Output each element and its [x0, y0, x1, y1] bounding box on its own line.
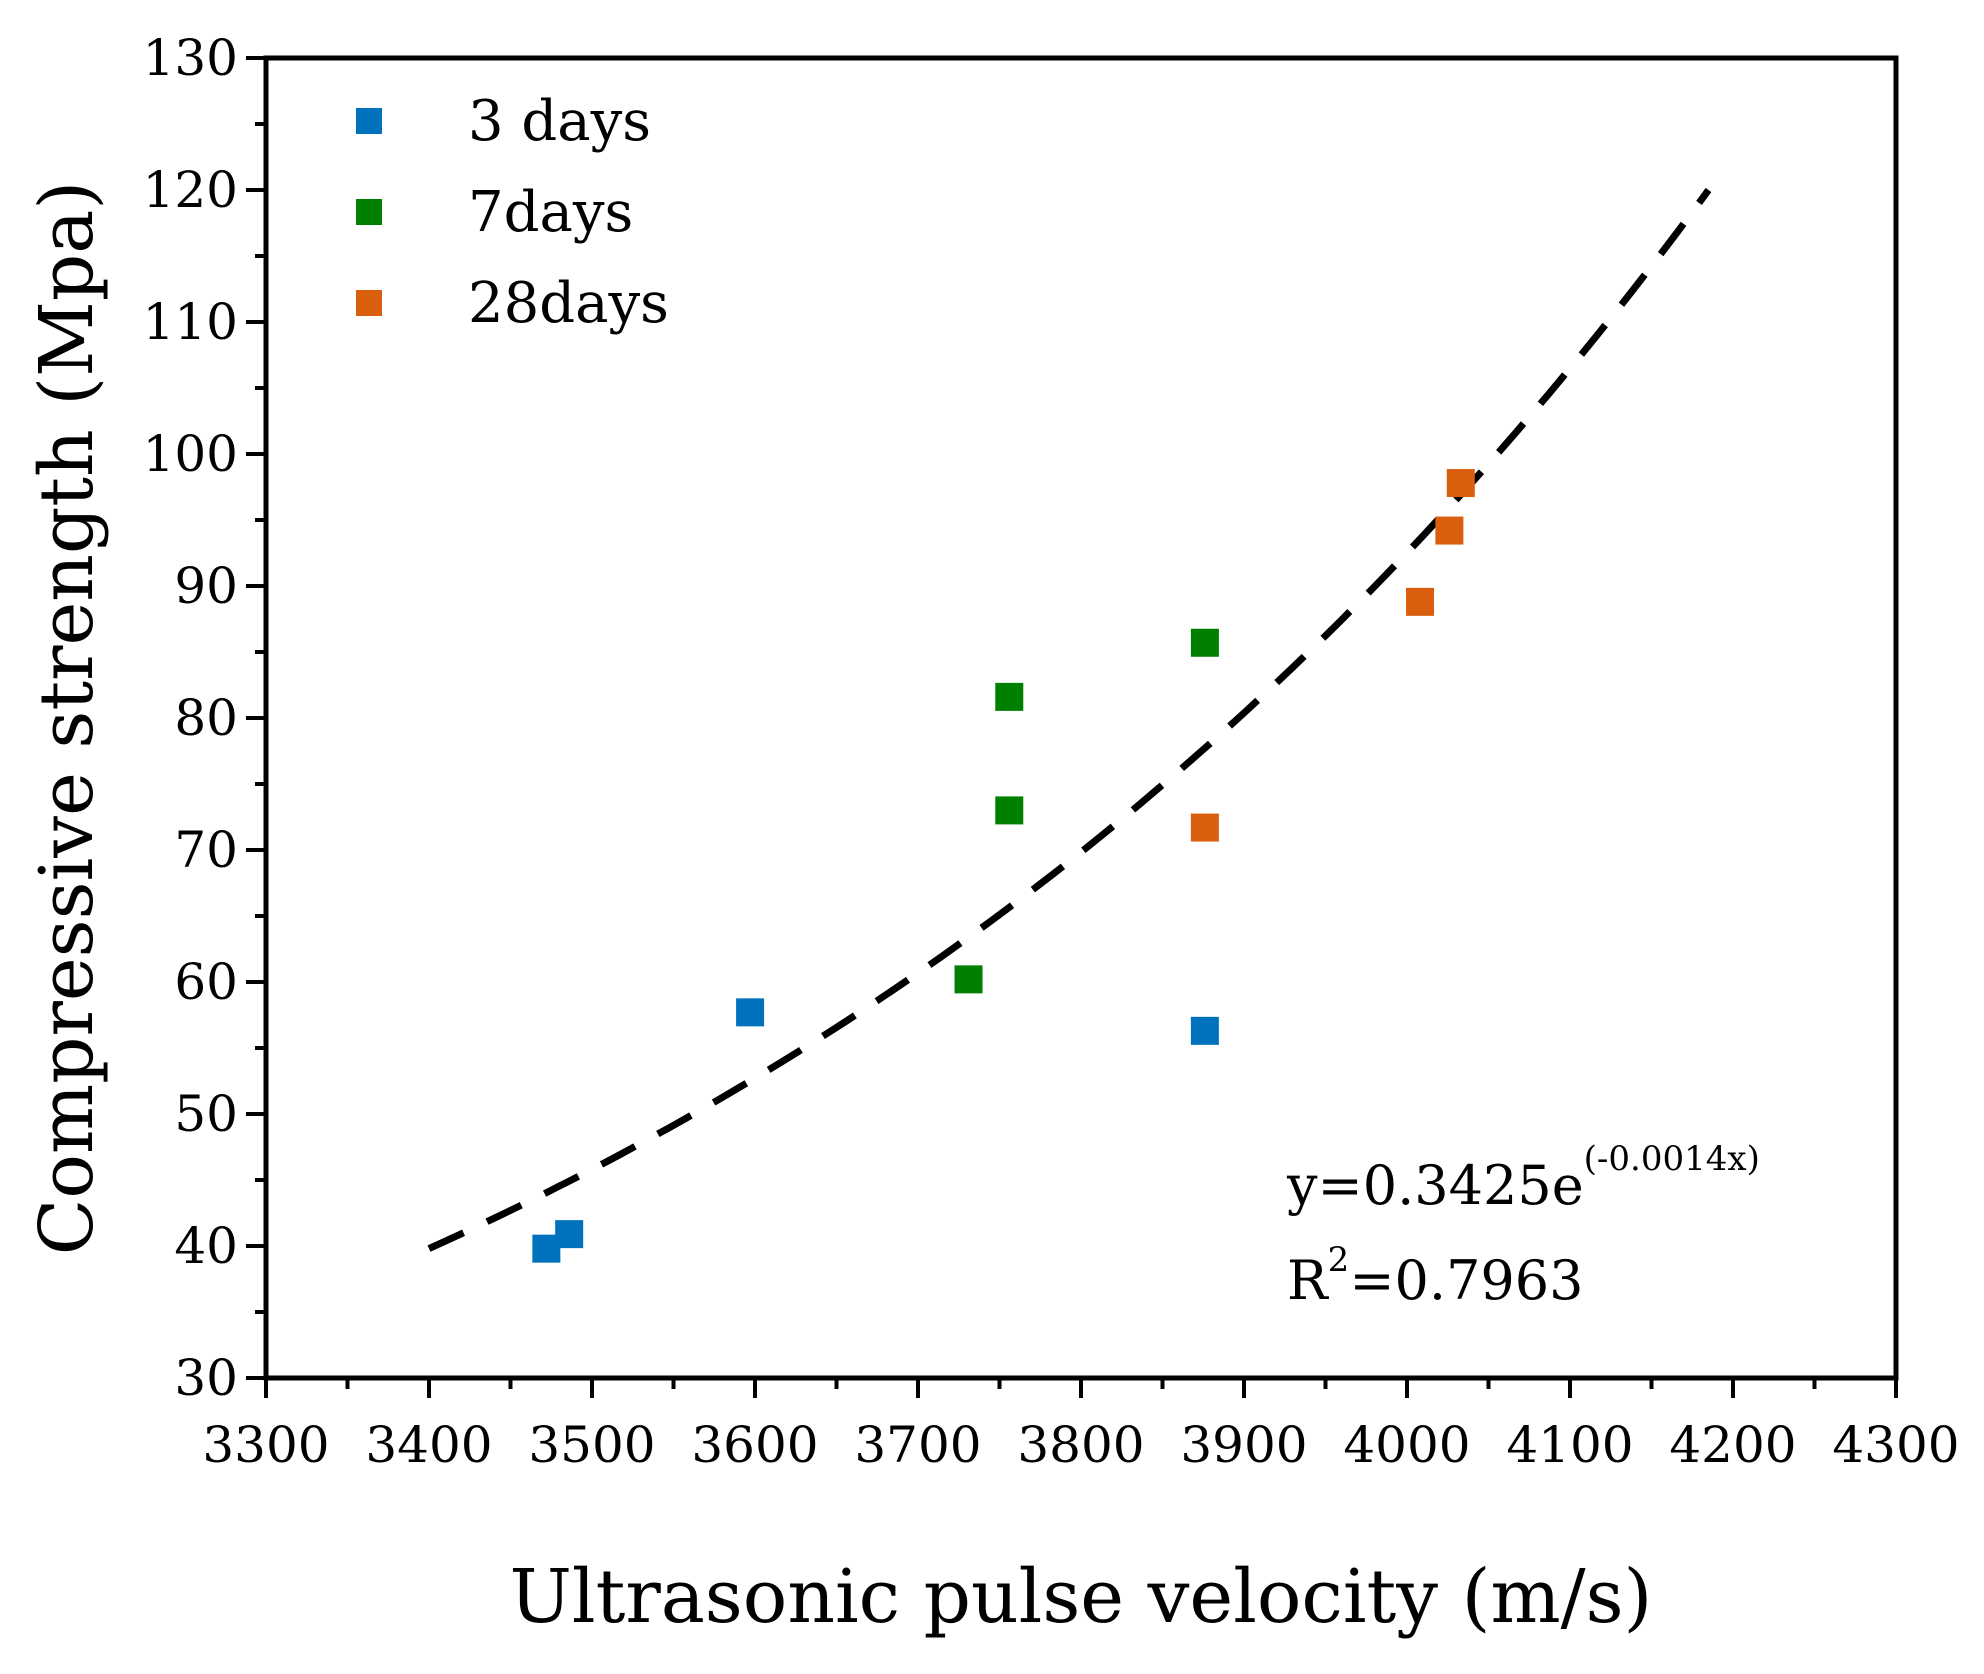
- x-tick-label: 3400: [365, 1416, 492, 1474]
- x-tick-label: 4000: [1343, 1416, 1470, 1474]
- y-tick-label: 40: [174, 1217, 238, 1275]
- x-tick-label: 4200: [1669, 1416, 1796, 1474]
- legend-label: 7days: [468, 180, 633, 245]
- x-tick-label: 3500: [528, 1416, 655, 1474]
- data-point: [736, 998, 765, 1027]
- data-point: [1190, 813, 1219, 842]
- legend-marker: [356, 108, 382, 134]
- data-point: [1406, 587, 1435, 616]
- y-tick-label: 70: [174, 821, 238, 879]
- r2-annotation: R2=0.7963: [1287, 1240, 1584, 1312]
- y-axis-title: Compressive strength (Mpa): [24, 181, 110, 1255]
- trendline: [427, 187, 1712, 1252]
- x-tick-labels: 3300 3400 3500 3600 3700 3800 3900 4000 4100 4200…: [202, 1416, 1959, 1474]
- data-point: [1446, 469, 1475, 498]
- equation-exponent: (-0.0014x): [1584, 1139, 1760, 1179]
- x-tick-label: 3600: [691, 1416, 818, 1474]
- y-tick-label: 60: [174, 953, 238, 1011]
- x-tick-label: 3900: [1180, 1416, 1307, 1474]
- y-tick-label: 120: [143, 161, 238, 219]
- equation-annotation: y=0.3425e(-0.0014x): [1286, 1139, 1760, 1217]
- y-tick-label: 30: [174, 1349, 238, 1407]
- r2-prefix: R: [1287, 1249, 1329, 1312]
- trendline-group: [427, 187, 1712, 1252]
- data-point: [1190, 1016, 1219, 1045]
- data-point: [1435, 516, 1464, 545]
- y-tick-label: 80: [174, 689, 238, 747]
- legend: 3 days 7days 28days: [356, 89, 669, 336]
- x-tick-label: 3700: [854, 1416, 981, 1474]
- data-point: [995, 796, 1024, 825]
- y-tick-label: 130: [143, 29, 238, 87]
- y-tick-label: 100: [143, 425, 238, 483]
- y-tick-label: 90: [174, 557, 238, 615]
- legend-marker: [356, 199, 382, 225]
- legend-marker: [356, 290, 382, 316]
- data-point: [954, 965, 983, 994]
- y-tick-label: 110: [143, 293, 238, 351]
- x-tick-label: 3300: [202, 1416, 329, 1474]
- plot-frame: [263, 55, 1899, 1381]
- x-tick-label: 3800: [1017, 1416, 1144, 1474]
- data-point: [995, 682, 1024, 711]
- y-tick-labels: 30 40 50 60 70 80 90 100 110 120 130: [143, 29, 238, 1407]
- r2-superscript: 2: [1328, 1240, 1350, 1280]
- data-points: [532, 469, 1475, 1263]
- r2-value: =0.7963: [1349, 1249, 1583, 1312]
- x-axis-title: Ultrasonic pulse velocity (m/s): [510, 1554, 1653, 1640]
- x-tick-label: 4100: [1506, 1416, 1633, 1474]
- y-tick-label: 50: [174, 1085, 238, 1143]
- x-tick-label: 4300: [1832, 1416, 1959, 1474]
- data-point: [555, 1220, 584, 1249]
- legend-label: 28days: [468, 271, 669, 336]
- data-point: [1190, 628, 1219, 657]
- axis-ticks: [246, 56, 1898, 1398]
- legend-label: 3 days: [468, 89, 651, 154]
- equation-prefix: y=0.3425e: [1286, 1154, 1584, 1217]
